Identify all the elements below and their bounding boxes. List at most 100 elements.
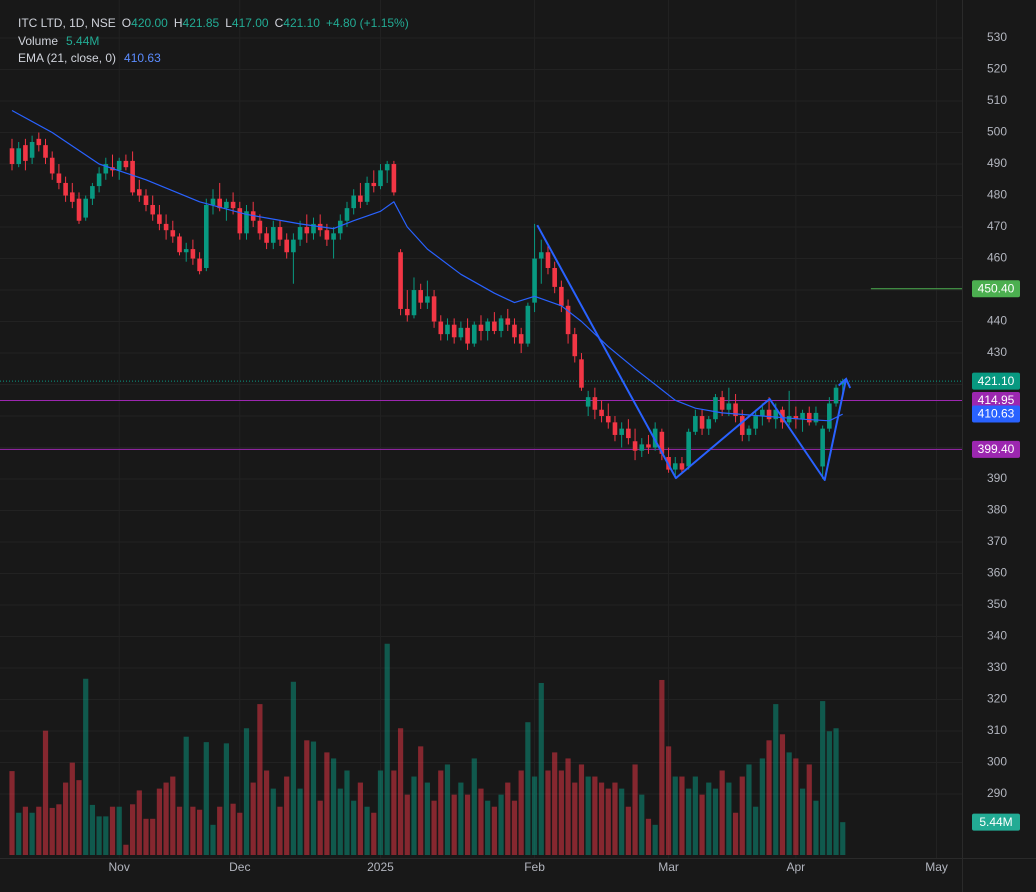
candle-body	[364, 182, 370, 202]
candle-body	[532, 258, 537, 303]
y-tick-label: 320	[987, 692, 1007, 706]
volume-bar	[42, 730, 49, 855]
candle-body	[471, 324, 477, 344]
candle-body	[786, 416, 792, 423]
candle-body	[96, 173, 102, 187]
candle-body	[157, 214, 162, 224]
price-tag-label: 399.40	[978, 442, 1015, 456]
volume-bar	[36, 806, 42, 855]
volume-bar	[458, 782, 464, 855]
candle-body	[552, 267, 557, 287]
volume-bar	[384, 643, 390, 855]
candle-body	[746, 428, 752, 435]
arrow-head	[838, 377, 852, 389]
volume-bar	[485, 800, 491, 855]
candle-body	[505, 318, 511, 325]
volume-bar	[578, 764, 585, 855]
candle-body	[23, 145, 28, 161]
volume-bar	[397, 728, 404, 855]
change: +4.80 (+1.15%)	[326, 16, 409, 30]
candle-body	[203, 204, 209, 268]
candle-body	[800, 412, 805, 420]
volume-bar	[297, 788, 303, 855]
candle-body	[585, 397, 591, 407]
price-tag	[972, 372, 1020, 390]
price-tag	[972, 280, 1020, 298]
volume-pane	[9, 643, 846, 855]
price-tag	[972, 813, 1020, 831]
candle-body	[197, 258, 202, 272]
candle-body	[177, 236, 182, 253]
volume-bar	[478, 788, 484, 855]
volume-bar	[471, 758, 477, 855]
volume-bar	[116, 806, 122, 855]
candle-body	[693, 416, 698, 432]
candle-body	[478, 324, 484, 331]
volume-bar	[806, 764, 812, 855]
y-tick-label: 480	[987, 188, 1007, 202]
candle-body	[445, 324, 450, 335]
volume-bar	[719, 770, 725, 855]
candle-body	[29, 141, 35, 158]
volume-bar	[438, 770, 444, 855]
y-tick-label: 330	[987, 660, 1007, 674]
volume-bar	[491, 806, 497, 855]
candle-body	[277, 227, 283, 240]
candle-body	[16, 148, 22, 165]
volume-bar	[840, 822, 846, 855]
y-tick-label: 460	[987, 251, 1007, 265]
pattern-drawing	[536, 224, 848, 481]
volume-bar	[263, 770, 270, 855]
volume-bar	[22, 806, 29, 855]
volume-bar	[290, 681, 296, 855]
volume-bar	[679, 776, 685, 855]
volume-bar	[243, 728, 250, 855]
y-tick-label: 310	[987, 723, 1007, 737]
candle-body	[217, 198, 222, 209]
price-tag-label: 410.63	[978, 407, 1015, 421]
volume-bar	[558, 770, 564, 855]
x-tick-label: Feb	[524, 860, 545, 874]
candle-body	[739, 416, 745, 435]
volume-bar	[552, 752, 558, 855]
volume-bar	[344, 770, 350, 855]
volume-name: Volume	[18, 34, 58, 48]
volume-bar	[786, 752, 792, 855]
candle-body	[404, 308, 410, 316]
candle-body	[264, 233, 269, 243]
candle-body	[257, 220, 263, 234]
candle-body	[599, 409, 604, 417]
volume-bar	[337, 788, 343, 855]
candle-body	[103, 164, 109, 174]
candle-body	[451, 324, 457, 338]
candle-body	[311, 223, 316, 234]
candle-body	[291, 239, 296, 253]
ema-name: EMA (21, close, 0)	[18, 51, 116, 65]
axes: 2903003103203303403503603703803904004104…	[109, 30, 1008, 874]
volume-bar	[364, 806, 370, 855]
candle-body	[90, 186, 95, 199]
volume-bar	[753, 806, 759, 855]
volume-bar	[196, 809, 203, 855]
volume-bar	[632, 764, 638, 855]
candle-body	[706, 419, 712, 429]
volume-bar	[639, 794, 645, 855]
volume-bar	[592, 776, 598, 855]
volume-bar	[69, 762, 75, 855]
volume-bar	[56, 804, 62, 855]
candle-body	[123, 160, 129, 168]
price-tag-label: 450.40	[978, 281, 1015, 295]
candle-body	[465, 327, 470, 344]
candle-body	[337, 220, 343, 234]
volume-value: 5.44M	[66, 34, 99, 48]
volume-bar	[545, 770, 551, 855]
candle-body	[498, 318, 504, 331]
candle-body	[492, 321, 497, 331]
candle-body	[679, 463, 685, 470]
candle-body	[398, 252, 403, 309]
candle-body	[418, 290, 423, 303]
volume-bar	[672, 776, 678, 855]
volume-bar	[89, 804, 96, 855]
candle-body	[518, 334, 524, 344]
